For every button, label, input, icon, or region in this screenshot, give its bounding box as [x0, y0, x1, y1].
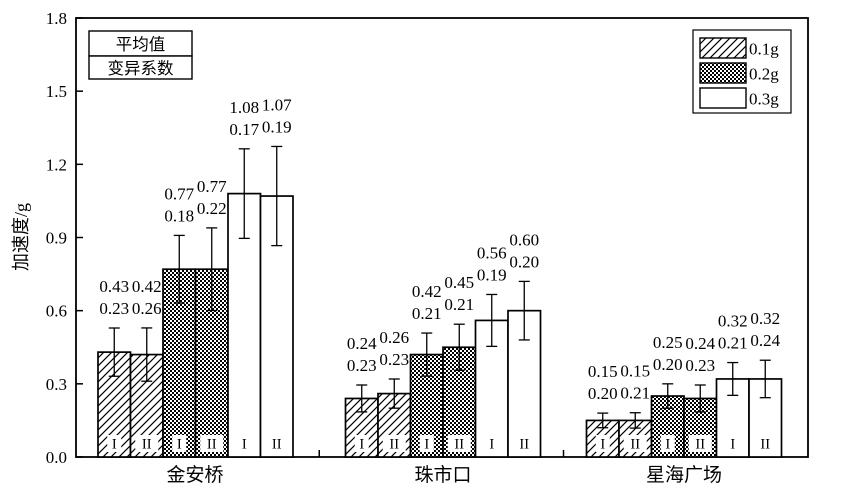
- cv-value-label: 0.17: [229, 120, 259, 139]
- case-label-chip: [484, 435, 499, 452]
- case-label-chip: [660, 435, 675, 452]
- y-tick-label: 0.6: [46, 302, 67, 321]
- mean-value-label: 0.77: [197, 177, 227, 196]
- case-label-chip: [753, 435, 777, 452]
- cv-value-label: 0.26: [132, 299, 162, 318]
- mean-value-label: 0.42: [412, 282, 442, 301]
- bar-case-label: II: [272, 437, 282, 453]
- bar-case-label: I: [242, 437, 247, 453]
- cv-value-label: 0.18: [164, 206, 194, 225]
- annotation-key-cv-label: 变异系数: [108, 59, 175, 78]
- cv-value-label: 0.22: [197, 199, 227, 218]
- cv-value-label: 0.21: [718, 334, 748, 353]
- mean-value-label: 0.15: [620, 362, 650, 381]
- cv-value-label: 0.23: [347, 356, 377, 375]
- cv-value-label: 0.24: [750, 331, 780, 350]
- case-label-chip: [107, 435, 122, 452]
- mean-value-label: 0.15: [588, 362, 618, 381]
- bar-case-label: II: [695, 437, 705, 453]
- case-label-chip: [135, 435, 159, 452]
- case-label-chip: [200, 435, 224, 452]
- mean-value-label: 0.43: [99, 277, 129, 296]
- bar-case-label: II: [389, 437, 399, 453]
- mean-value-label: 0.32: [718, 312, 748, 331]
- cv-value-label: 0.20: [588, 384, 618, 403]
- mean-value-label: 0.25: [653, 333, 683, 352]
- x-group-label-xinghaiguangchang: 星海广场: [646, 464, 722, 486]
- mean-value-label: 0.24: [685, 334, 715, 353]
- y-tick-label: 1.2: [46, 155, 67, 174]
- cv-value-label: 0.19: [477, 265, 507, 284]
- case-label-chip: [623, 435, 647, 452]
- mean-value-label: 0.60: [509, 230, 539, 249]
- cv-value-label: 0.21: [444, 295, 474, 314]
- mean-value-label: 1.07: [262, 95, 292, 114]
- y-tick-label: 0.3: [46, 375, 67, 394]
- bar-case-label: I: [665, 437, 670, 453]
- y-tick-label: 1.5: [46, 82, 67, 101]
- legend-label-0-3g: 0.3g: [749, 90, 779, 109]
- mean-value-label: 0.26: [379, 328, 409, 347]
- bar-case-label: I: [730, 437, 735, 453]
- case-label-chip: [382, 435, 406, 452]
- mean-value-label: 0.77: [164, 184, 194, 203]
- cv-value-label: 0.21: [412, 304, 442, 323]
- mean-value-label: 0.56: [477, 243, 507, 262]
- legend-label-0-1g: 0.1g: [749, 40, 779, 59]
- cv-value-label: 0.23: [685, 356, 715, 375]
- case-label-chip: [512, 435, 536, 452]
- annotation-key-mean-label: 平均值: [116, 35, 166, 54]
- mean-value-label: 0.32: [750, 309, 780, 328]
- bar-case-label: I: [489, 437, 494, 453]
- mean-value-label: 0.42: [132, 277, 162, 296]
- legend-swatch-0-2g: [699, 62, 747, 84]
- case-label-chip: [237, 435, 252, 452]
- x-group-label-zhushikou: 珠市口: [414, 464, 471, 486]
- bar-case-label: II: [760, 437, 770, 453]
- cv-value-label: 0.20: [653, 355, 683, 374]
- bar-case-label: I: [177, 437, 182, 453]
- bar-case-label: II: [519, 437, 529, 453]
- legend-label-0-2g: 0.2g: [749, 65, 779, 84]
- mean-value-label: 0.24: [347, 334, 377, 353]
- cv-value-label: 0.21: [620, 384, 650, 403]
- annotation-key: 平均值 变异系数: [88, 30, 193, 80]
- annotation-key-top-box: [88, 30, 193, 57]
- bar-case-label: I: [424, 437, 429, 453]
- bar-case-label: I: [600, 437, 605, 453]
- y-tick-label: 1.8: [46, 9, 67, 28]
- cv-value-label: 0.23: [379, 350, 409, 369]
- case-label-chip: [595, 435, 610, 452]
- mean-value-label: 0.45: [444, 273, 474, 292]
- legend-swatch-0-3g: [699, 87, 747, 109]
- cv-value-label: 0.23: [99, 299, 129, 318]
- cv-value-label: 0.19: [262, 117, 292, 136]
- case-label-chip: [419, 435, 434, 452]
- case-label-chip: [354, 435, 369, 452]
- bar-case-label: II: [630, 437, 640, 453]
- legend: 0.1g 0.2g 0.3g: [692, 29, 792, 114]
- bar-case-label: I: [112, 437, 117, 453]
- bar-case-label: II: [142, 437, 152, 453]
- cv-value-label: 0.20: [509, 252, 539, 271]
- case-label-chip: [447, 435, 471, 452]
- y-axis-title: 加速度/g: [11, 203, 31, 271]
- bar-case-label: II: [207, 437, 217, 453]
- plot-content: 0.00.30.60.91.21.51.80.430.23I0.420.26II…: [46, 9, 783, 467]
- case-label-chip: [172, 435, 187, 452]
- bar-case-label: II: [454, 437, 464, 453]
- annotation-key-bottom-box: [88, 55, 193, 80]
- case-label-chip: [688, 435, 712, 452]
- legend-swatch-0-1g: [699, 37, 747, 59]
- y-tick-label: 0.9: [46, 229, 67, 248]
- x-group-label-jinanqiao: 金安桥: [166, 464, 223, 486]
- case-label-chip: [265, 435, 289, 452]
- y-tick-label: 0.0: [46, 448, 67, 467]
- mean-value-label: 1.08: [229, 98, 259, 117]
- bar-case-label: I: [359, 437, 364, 453]
- case-label-chip: [725, 435, 740, 452]
